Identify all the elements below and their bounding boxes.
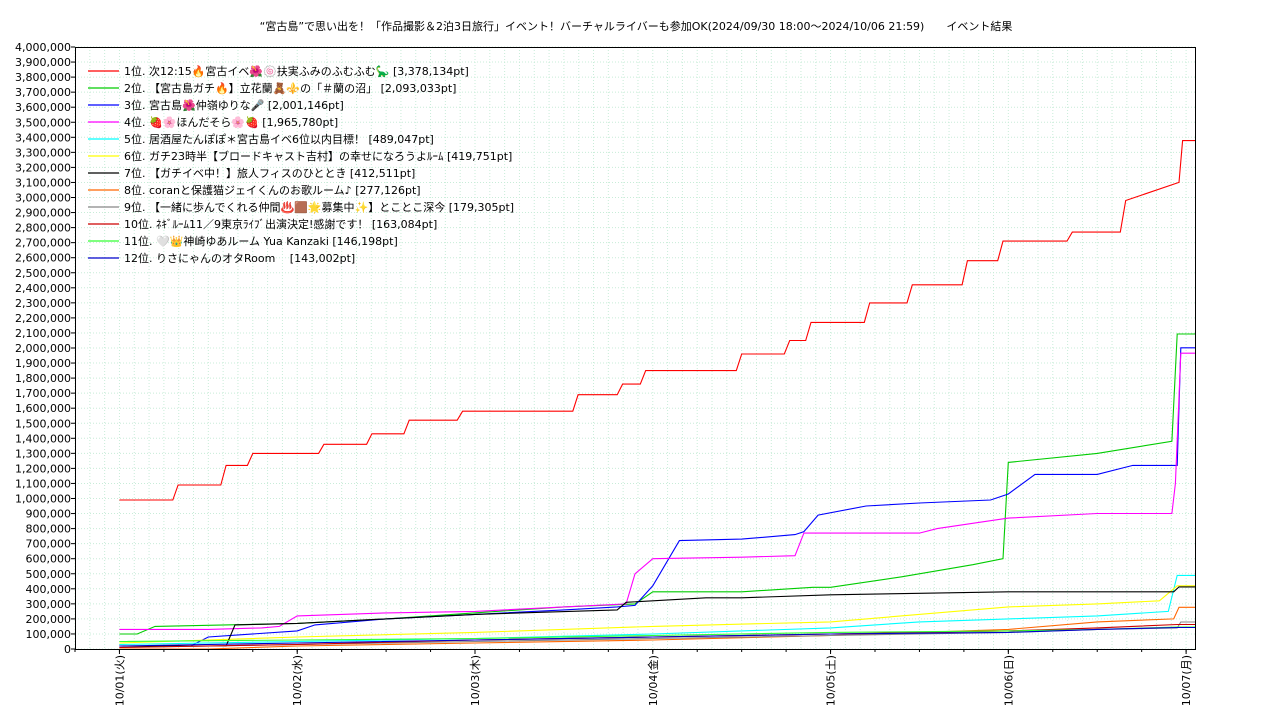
y-tick-label-35: 3,500,000	[15, 116, 71, 129]
series-line-5	[119, 574, 1195, 646]
series-line-6	[119, 585, 1195, 644]
y-tick-label-18: 1,800,000	[15, 372, 71, 385]
y-tick-label-29: 2,900,000	[15, 207, 71, 220]
y-tick-label-25: 2,500,000	[15, 267, 71, 280]
y-tick-label-3: 300,000	[26, 598, 72, 611]
y-tick-label-7: 700,000	[26, 538, 72, 551]
y-tick-label-12: 1,200,000	[15, 462, 71, 475]
series-line-3	[119, 347, 1195, 647]
x-axis: 10/01(火) 10/02(水) 10/03(木) 10/04(金) 10/05(土)…	[74, 649, 1193, 706]
y-tick-label-31: 3,100,000	[15, 176, 71, 189]
x-tick-label-6: 10/07(月)	[1180, 655, 1193, 706]
y-tick-label-8: 800,000	[26, 523, 72, 536]
y-tick-label-6: 600,000	[26, 553, 72, 566]
y-tick-label-26: 2,600,000	[15, 252, 71, 265]
x-tick-label-5: 10/06(日)	[1002, 655, 1015, 706]
chart-title: “宮古島”で思い出を！「作品撮影＆2泊3日旅行」イベント！バーチャルライバーも参…	[260, 19, 1013, 33]
x-tick-label-1: 10/02(水)	[291, 655, 304, 706]
x-tick-label-0: 10/01(火)	[113, 655, 126, 706]
y-tick-label-0: 0	[64, 643, 71, 656]
legend-label-10: 10位. ﾈｷﾞﾙｰﾑ11／9東京ﾗｲﾌﾞ出演決定!感謝です！ [163,084…	[124, 217, 437, 231]
y-tick-label-27: 2,700,000	[15, 237, 71, 250]
y-tick-label-11: 1,100,000	[15, 477, 71, 490]
legend-label-6: 6位. ガチ23時半【ブロードキャスト吉村】の幸せになろうよﾙｰﾑ [419,7…	[124, 149, 512, 163]
y-tick-label-9: 900,000	[26, 508, 72, 521]
y-tick-label-24: 2,400,000	[15, 282, 71, 295]
y-tick-label-19: 1,900,000	[15, 357, 71, 370]
legend-label-7: 7位. 【ガチイベ中！】旅人フィスのひととき [412,511pt]	[124, 166, 415, 180]
y-tick-label-30: 3,000,000	[15, 192, 71, 205]
y-tick-label-38: 3,800,000	[15, 71, 71, 84]
x-tick-label-4: 10/05(土)	[825, 655, 838, 706]
y-tick-label-13: 1,300,000	[15, 447, 71, 460]
y-axis: 0 100,000 200,000 300,000 400,000 500,000 600,…	[15, 41, 75, 656]
legend-label-2: 2位. 【宮古島ガチ🔥】立花蘭🧸⚜️の「＃蘭の沼」 [2,093,033pt]	[124, 81, 456, 95]
y-tick-label-1: 100,000	[26, 628, 72, 641]
y-tick-label-37: 3,700,000	[15, 86, 71, 99]
y-tick-label-17: 1,700,000	[15, 387, 71, 400]
legend-label-3: 3位. 宮古島🌺仲嶺ゆりな🎤 [2,001,146pt]	[124, 98, 344, 112]
series-line-4	[119, 352, 1195, 630]
legend: 1位. 次12:15🔥宮古イベ🌺🍥扶実ふみのふむふむ🦕 [3,378,134pt…	[88, 64, 514, 265]
y-tick-label-28: 2,800,000	[15, 222, 71, 235]
y-tick-label-22: 2,200,000	[15, 312, 71, 325]
series-line-1	[119, 140, 1195, 501]
series-lines	[119, 140, 1195, 650]
legend-label-1: 1位. 次12:15🔥宮古イベ🌺🍥扶実ふみのふむふむ🦕 [3,378,134pt…	[124, 64, 469, 78]
y-tick-label-23: 2,300,000	[15, 297, 71, 310]
y-tick-label-10: 1,000,000	[15, 493, 71, 506]
y-tick-label-21: 2,100,000	[15, 327, 71, 340]
y-tick-label-16: 1,600,000	[15, 402, 71, 415]
y-tick-label-14: 1,400,000	[15, 432, 71, 445]
y-tick-label-40: 4,000,000	[15, 41, 71, 54]
y-tick-label-5: 500,000	[26, 568, 72, 581]
y-tick-label-20: 2,000,000	[15, 342, 71, 355]
series-line-7	[119, 586, 1195, 647]
legend-label-4: 4位. 🍓🌸ほんだそら🌸🍓 [1,965,780pt]	[124, 115, 338, 129]
series-line-10	[119, 623, 1195, 649]
y-tick-label-36: 3,600,000	[15, 101, 71, 114]
y-tick-label-2: 200,000	[26, 613, 72, 626]
y-tick-label-32: 3,200,000	[15, 161, 71, 174]
grid	[74, 46, 1195, 650]
legend-label-8: 8位. coranと保護猫ジェイくんのお歌ルーム♪ [277,126pt]	[124, 183, 421, 197]
x-tick-label-3: 10/04(金)	[646, 655, 660, 706]
y-tick-label-34: 3,400,000	[15, 131, 71, 144]
x-tick-label-2: 10/03(木)	[469, 655, 482, 706]
legend-label-5: 5位. 居酒屋たんぽぽ＊宮古島イベ6位以内目標！ [489,047pt]	[124, 132, 434, 146]
plot-frame	[75, 47, 1196, 650]
series-line-12	[119, 626, 1195, 647]
y-tick-label-39: 3,900,000	[15, 56, 71, 69]
legend-label-11: 11位. 🤍👑神崎ゆあルーム Yua Kanzaki [146,198pt]	[124, 234, 398, 248]
y-tick-label-4: 400,000	[26, 583, 72, 596]
y-tick-label-33: 3,300,000	[15, 146, 71, 159]
legend-label-12: 12位. りさにゃんのオタRoom [143,002pt]	[124, 251, 355, 265]
y-tick-label-15: 1,500,000	[15, 417, 71, 430]
legend-label-9: 9位. 【一緒に歩んでくれる仲間♨️🟫🌟募集中✨】とことこ深今 [179,305…	[124, 200, 514, 214]
